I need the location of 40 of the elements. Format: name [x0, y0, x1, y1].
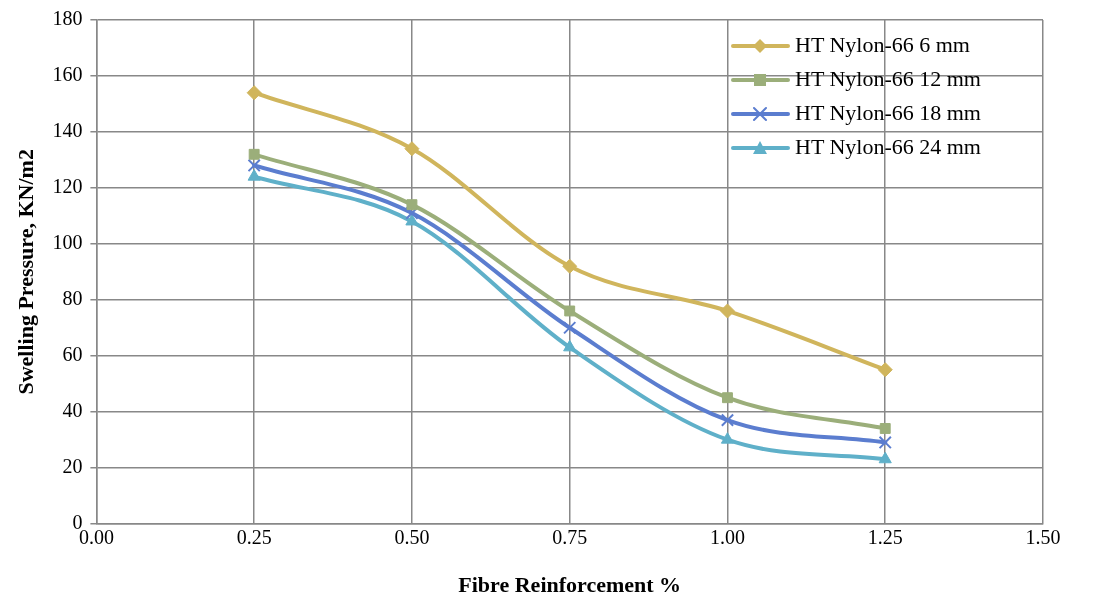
point	[878, 451, 892, 464]
point	[719, 303, 735, 319]
point	[406, 199, 418, 211]
y-tick-label: 100	[52, 231, 83, 254]
point	[564, 305, 576, 317]
point	[720, 432, 735, 444]
point	[879, 423, 891, 434]
y-tick-label: 120	[52, 175, 83, 198]
point	[247, 158, 261, 173]
legend-label: HT Nylon-66 6 mm	[795, 31, 970, 57]
y-tick-label: 40	[62, 398, 83, 421]
point	[720, 413, 735, 427]
point	[563, 321, 577, 335]
point	[563, 339, 577, 352]
x-tick-label: 1.00	[709, 525, 745, 548]
point	[248, 148, 260, 160]
y-tick-label: 180	[52, 7, 83, 30]
legend-label: HT Nylon-66 12 mm	[795, 65, 981, 91]
point	[562, 258, 578, 274]
y-axis-title: Swelling Pressure, KN/m2	[12, 149, 38, 395]
y-tick-label: 20	[62, 454, 83, 477]
x-tick-label: 0.25	[236, 525, 272, 548]
x-axis-title: Fibre Reinforcement %	[458, 572, 682, 598]
point	[405, 213, 419, 226]
point	[246, 85, 262, 101]
y-tick-label: 160	[52, 63, 83, 86]
point	[404, 141, 420, 157]
y-tick-label: 80	[62, 287, 83, 310]
point	[878, 435, 892, 450]
x-tick-label: 0.50	[394, 525, 430, 548]
x-tick-label: 1.50	[1025, 525, 1061, 548]
point	[877, 362, 893, 378]
x-tick-label: 0.75	[552, 525, 588, 548]
x-tick-label: 1.25	[867, 525, 903, 548]
y-tick-label: 140	[52, 119, 83, 142]
legend-label: HT Nylon-66 18 mm	[795, 99, 981, 125]
point	[247, 169, 261, 181]
y-tick-label: 60	[62, 342, 83, 365]
point	[722, 392, 733, 404]
legend-label: HT Nylon-66 24 mm	[795, 133, 981, 159]
